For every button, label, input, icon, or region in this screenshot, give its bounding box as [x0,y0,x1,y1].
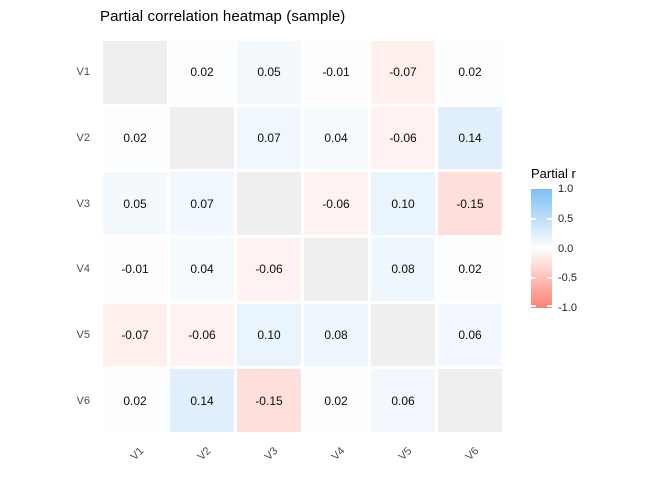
legend-tick-mark [547,305,552,307]
heatmap-cell-V1-V5: -0.07 [371,41,435,104]
legend-tick-mark [531,305,536,307]
heatmap-cell-V5-V2: -0.06 [170,303,234,367]
heatmap-cell-V5-V6: 0.06 [438,303,502,367]
x-axis-label-V1: V1 [128,445,147,464]
x-axis-label-V3: V3 [262,445,281,464]
heatmap-cell-V4-V3: -0.06 [237,238,301,301]
heatmap-cell-V1-V3: 0.05 [237,41,301,104]
heatmap-cell-V6-V1: 0.02 [103,369,167,432]
legend-tick-mark [531,277,536,280]
legend-tick-label--0.5: -0.5 [558,272,577,285]
x-axis-label-V6: V6 [463,445,482,464]
y-axis-label-V2: V2 [76,132,90,144]
legend-tick-label-0.0: 0.0 [558,242,574,255]
heatmap-cell-V4-V5: 0.08 [371,238,435,301]
heatmap-cell-V1-V2: 0.02 [170,41,234,104]
legend-tick-mark [547,217,552,220]
x-axis-label-V4: V4 [329,445,348,464]
heatmap-cell-V3-V4: -0.06 [304,172,368,235]
legend-tick-label-1.0: 1.0 [558,183,574,195]
heatmap-cell-V4-V6: 0.02 [438,238,502,301]
heatmap-cell-V4-V1: -0.01 [103,238,167,301]
heatmap-cell-V2-V5: -0.06 [371,106,435,170]
heatmap-cell-V5-V5 [371,303,435,367]
heatmap-cell-V3-V2: 0.07 [170,172,234,235]
heatmap-cell-V3-V1: 0.05 [103,172,167,235]
legend-tick-mark [547,277,552,280]
heatmap-cell-V3-V5: 0.10 [371,172,435,235]
y-axis-label-V6: V6 [76,394,90,407]
heatmap-cell-V6-V5: 0.06 [371,369,435,432]
heatmap-cell-V6-V4: 0.02 [304,369,368,432]
heatmap-cell-V6-V3: -0.15 [237,369,301,432]
heatmap-cell-V1-V6: 0.02 [438,41,502,104]
heatmap-cell-V2-V1: 0.02 [103,106,167,170]
heatmap-cell-V4-V4 [304,238,368,301]
y-axis-label-V3: V3 [76,197,90,210]
heatmap-cell-V5-V4: 0.08 [304,303,368,367]
y-axis-label-V1: V1 [76,66,90,79]
heatmap-cell-V2-V3: 0.07 [237,106,301,170]
heatmap-cell-V1-V4: -0.01 [304,41,368,104]
heatmap-cell-V2-V2 [170,106,234,170]
x-axis-label-V2: V2 [195,445,214,464]
legend-gradient-bar [531,189,552,308]
x-axis-label-V5: V5 [396,445,415,464]
legend-title: Partial r [531,166,576,181]
heatmap-cell-V3-V6: -0.15 [438,172,502,235]
legend-tick-label--1.0: -1.0 [558,302,577,314]
heatmap-cell-V6-V6 [438,369,502,432]
heatmap-cell-V1-V1 [103,41,167,104]
heatmap-cell-V3-V3 [237,172,301,235]
legend-tick-mark [531,217,536,220]
y-axis-label-V5: V5 [76,329,90,341]
heatmap-cell-V5-V1: -0.07 [103,303,167,367]
heatmap-cell-V4-V2: 0.04 [170,238,234,301]
chart-title: Partial correlation heatmap (sample) [100,8,346,25]
heatmap-cell-V2-V6: 0.14 [438,106,502,170]
legend-tick-label-0.5: 0.5 [558,212,574,225]
y-axis-label-V4: V4 [76,263,90,276]
heatmap-cell-V5-V3: 0.10 [237,303,301,367]
heatmap-cell-V2-V4: 0.04 [304,106,368,170]
heatmap-cell-V6-V2: 0.14 [170,369,234,432]
